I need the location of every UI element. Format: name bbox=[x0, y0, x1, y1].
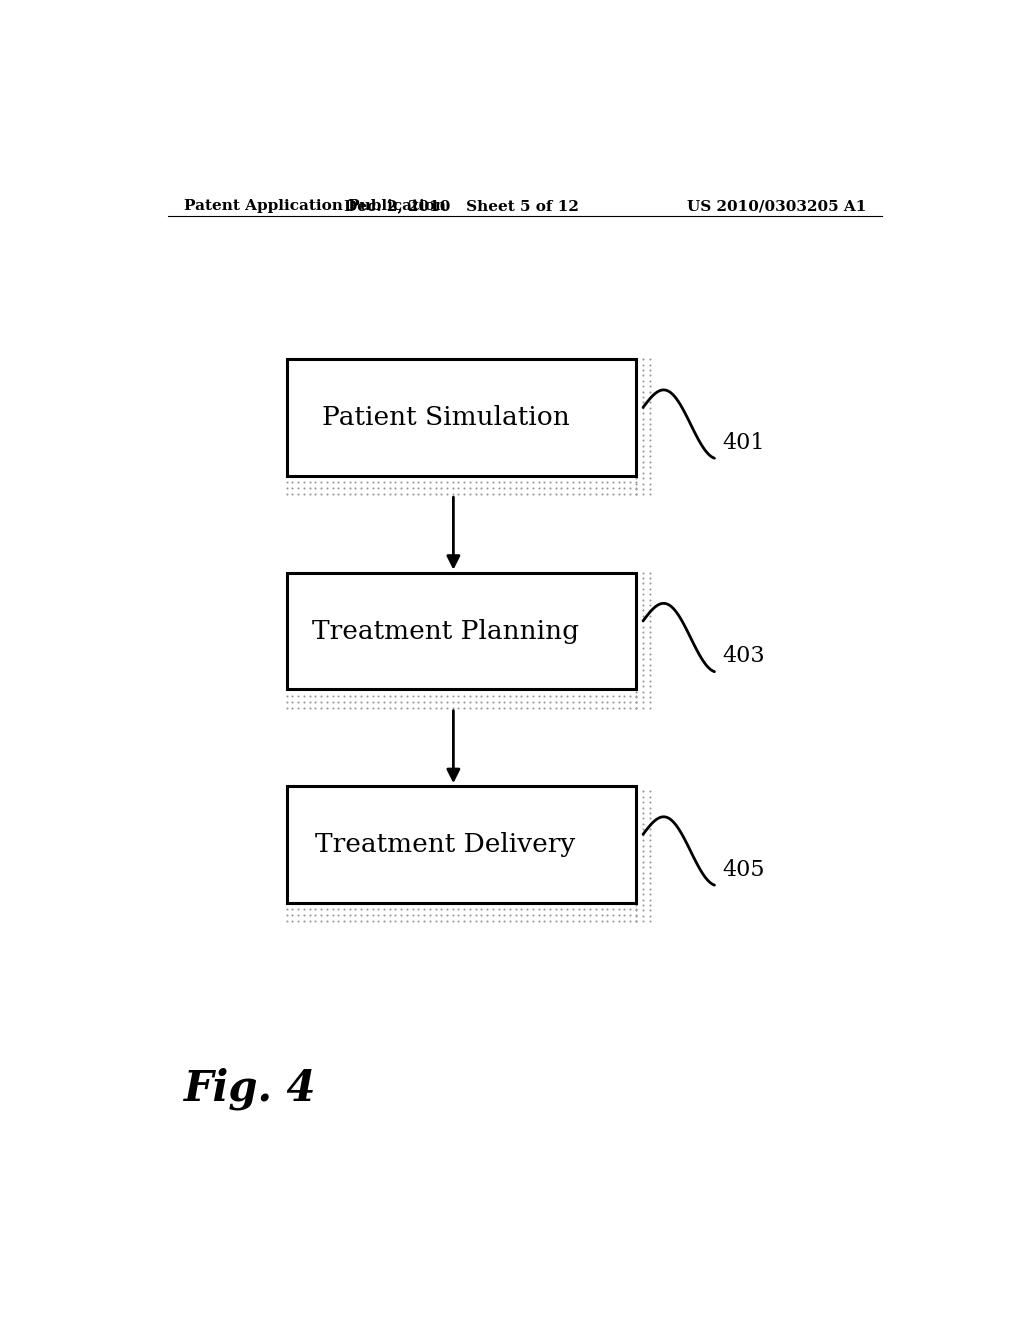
Text: Patient Simulation: Patient Simulation bbox=[322, 405, 569, 430]
Text: Treatment Delivery: Treatment Delivery bbox=[315, 832, 575, 857]
Text: US 2010/0303205 A1: US 2010/0303205 A1 bbox=[687, 199, 866, 213]
Text: 405: 405 bbox=[722, 859, 765, 880]
Text: Patent Application Publication: Patent Application Publication bbox=[183, 199, 445, 213]
Text: 403: 403 bbox=[722, 645, 765, 668]
Bar bbox=[287, 689, 636, 708]
Bar bbox=[636, 359, 650, 494]
Bar bbox=[287, 573, 636, 689]
Bar bbox=[287, 477, 636, 494]
Bar bbox=[287, 359, 636, 477]
Text: Treatment Planning: Treatment Planning bbox=[312, 619, 579, 644]
Bar bbox=[287, 903, 636, 921]
Text: Dec. 2, 2010   Sheet 5 of 12: Dec. 2, 2010 Sheet 5 of 12 bbox=[344, 199, 579, 213]
Text: 401: 401 bbox=[722, 432, 765, 454]
Bar bbox=[287, 785, 636, 903]
Bar bbox=[636, 573, 650, 708]
Bar bbox=[636, 785, 650, 921]
Text: Fig. 4: Fig. 4 bbox=[183, 1067, 316, 1110]
